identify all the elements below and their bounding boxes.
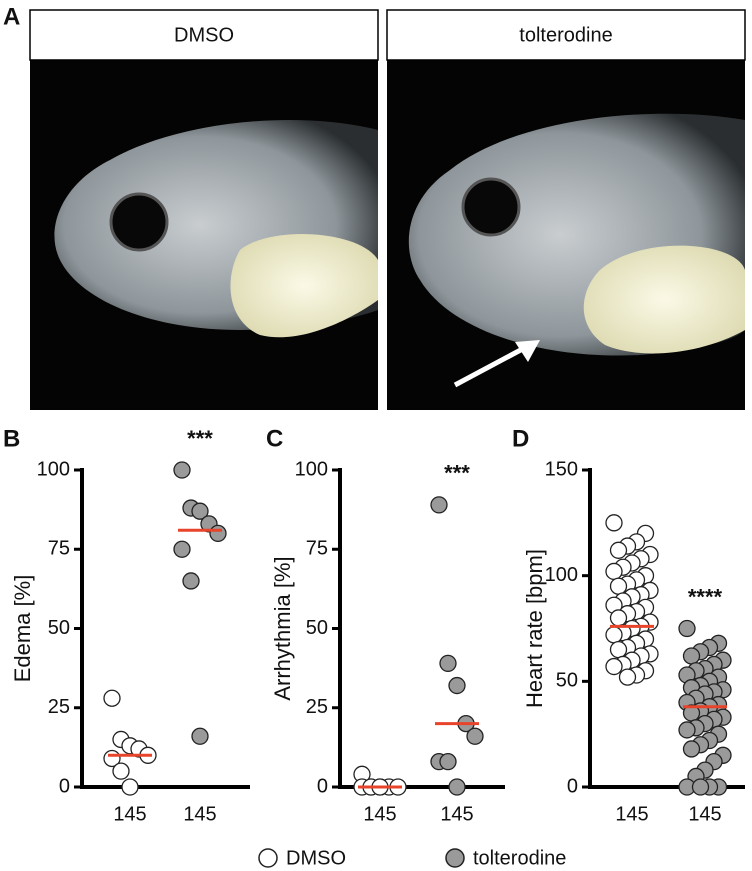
legend-label: DMSO — [286, 847, 346, 869]
data-point — [121, 778, 139, 796]
photo-label: tolterodine — [519, 24, 612, 46]
data-point — [112, 762, 130, 780]
panel-letter: D — [512, 425, 529, 452]
data-point — [605, 562, 623, 581]
data-point — [430, 496, 448, 514]
data-point — [682, 740, 701, 758]
y-tick-label: 75 — [48, 538, 70, 560]
data-point — [605, 626, 623, 644]
data-point — [191, 727, 209, 745]
y-tick-label: 75 — [306, 538, 328, 560]
y-tick-label: 150 — [545, 458, 578, 480]
data-point — [609, 640, 628, 659]
photo-dmso — [29, 9, 379, 410]
y-tick-label: 0 — [317, 775, 328, 797]
panel-letter: B — [3, 425, 20, 452]
x-tick-label: 145 — [113, 803, 146, 825]
data-point — [682, 647, 701, 665]
data-point — [466, 727, 484, 745]
y-tick-label: 50 — [48, 617, 70, 639]
data-point — [678, 721, 696, 739]
y-tick-label: 0 — [567, 775, 578, 797]
legend-label: tolterodine — [473, 847, 566, 869]
data-point — [191, 502, 209, 520]
significance: *** — [444, 461, 470, 486]
y-tick-label: 0 — [59, 775, 70, 797]
significance: *** — [187, 426, 213, 451]
data-point — [439, 654, 457, 673]
data-point — [173, 461, 191, 479]
data-point — [103, 689, 121, 707]
y-tick-label: 100 — [295, 458, 328, 480]
legend-swatch — [258, 848, 278, 868]
data-point — [209, 524, 227, 543]
significance: **** — [688, 584, 723, 609]
data-point — [678, 619, 696, 638]
data-point — [605, 514, 623, 532]
x-tick-label: 145 — [615, 803, 648, 825]
y-tick-label: 50 — [556, 670, 578, 692]
data-point — [609, 541, 628, 559]
data-point — [609, 609, 628, 627]
x-tick-label: 145 — [183, 803, 216, 825]
y-tick-label: 50 — [306, 617, 328, 639]
panel-letter: C — [266, 425, 283, 452]
x-tick-label: 145 — [688, 803, 721, 825]
data-point — [173, 540, 191, 558]
data-point — [691, 778, 710, 796]
y-axis-label: Arrhythmia [%] — [270, 556, 295, 700]
data-point — [605, 657, 623, 676]
y-tick-label: 25 — [306, 696, 328, 718]
x-tick-label: 145 — [440, 803, 473, 825]
data-point — [609, 577, 628, 595]
legend-swatch — [445, 848, 465, 868]
data-point — [182, 572, 200, 590]
photo-label: DMSO — [174, 24, 234, 46]
data-point — [448, 676, 466, 695]
data-point — [448, 778, 466, 796]
y-axis-label: Heart rate [bpm] — [522, 549, 547, 708]
y-tick-label: 100 — [37, 458, 70, 480]
y-tick-label: 100 — [545, 564, 578, 586]
photo-tolterodine — [386, 9, 746, 410]
y-axis-label: Edema [%] — [10, 575, 35, 683]
x-tick-label: 145 — [363, 803, 396, 825]
panel-letter: A — [3, 3, 20, 30]
data-point — [439, 752, 457, 771]
y-tick-label: 25 — [48, 696, 70, 718]
data-point — [618, 668, 637, 686]
